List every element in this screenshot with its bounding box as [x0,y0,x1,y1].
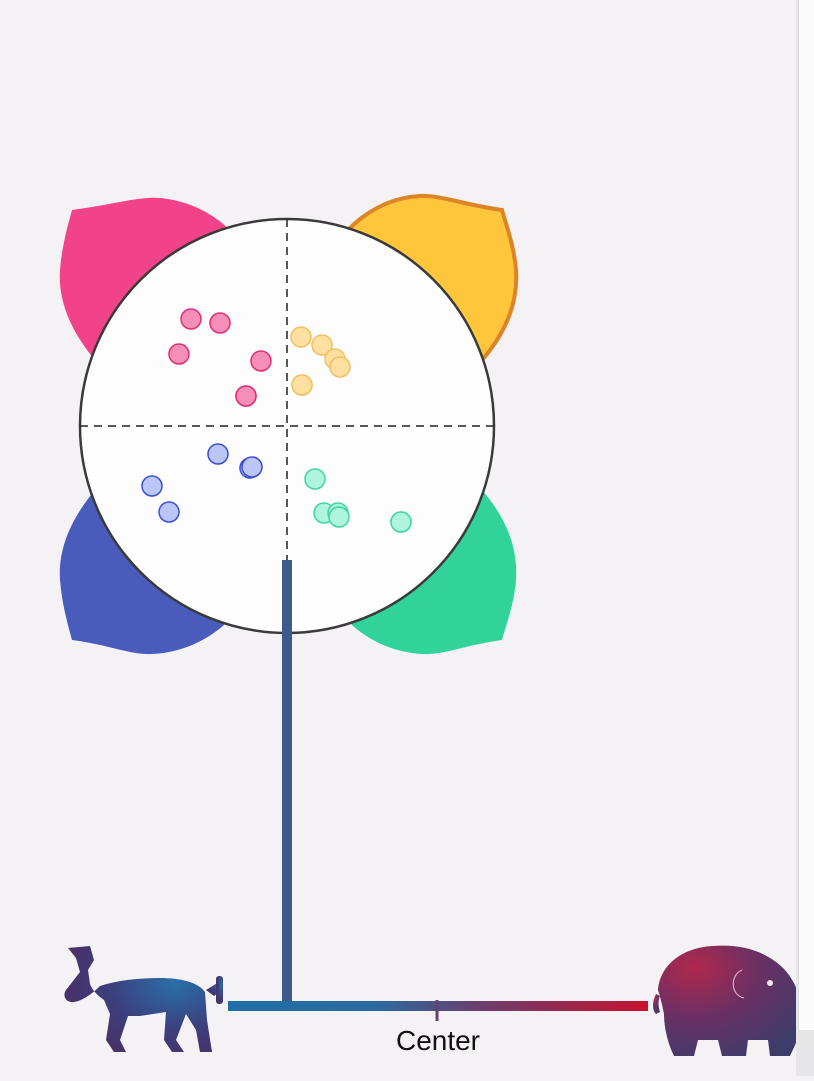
point-top-right-2[interactable] [311,334,333,356]
point-top-right-1[interactable] [290,326,312,348]
point-top-left-4[interactable] [250,350,272,372]
center-label: Center [396,1025,480,1056]
elephant-icon [653,945,802,1056]
point-bottom-left-3[interactable] [241,456,263,478]
point-top-right-4[interactable] [329,356,351,378]
point-bottom-right-6[interactable] [390,511,412,533]
point-top-left-1[interactable] [180,308,202,330]
scrollbar-thumb[interactable] [798,0,814,1030]
user-points [141,308,412,533]
point-bottom-left-4[interactable] [141,475,163,497]
point-top-left-2[interactable] [209,312,231,334]
point-top-left-3[interactable] [168,343,190,365]
point-bottom-left-1[interactable] [207,443,229,465]
point-bottom-right-4[interactable] [328,506,350,528]
point-top-left-6[interactable] [235,385,257,407]
compass-stem [282,560,292,1004]
point-bottom-right-1[interactable] [304,468,326,490]
point-bottom-left-5[interactable] [158,501,180,523]
donkey-icon [64,946,223,1052]
point-top-right-6[interactable] [291,374,313,396]
